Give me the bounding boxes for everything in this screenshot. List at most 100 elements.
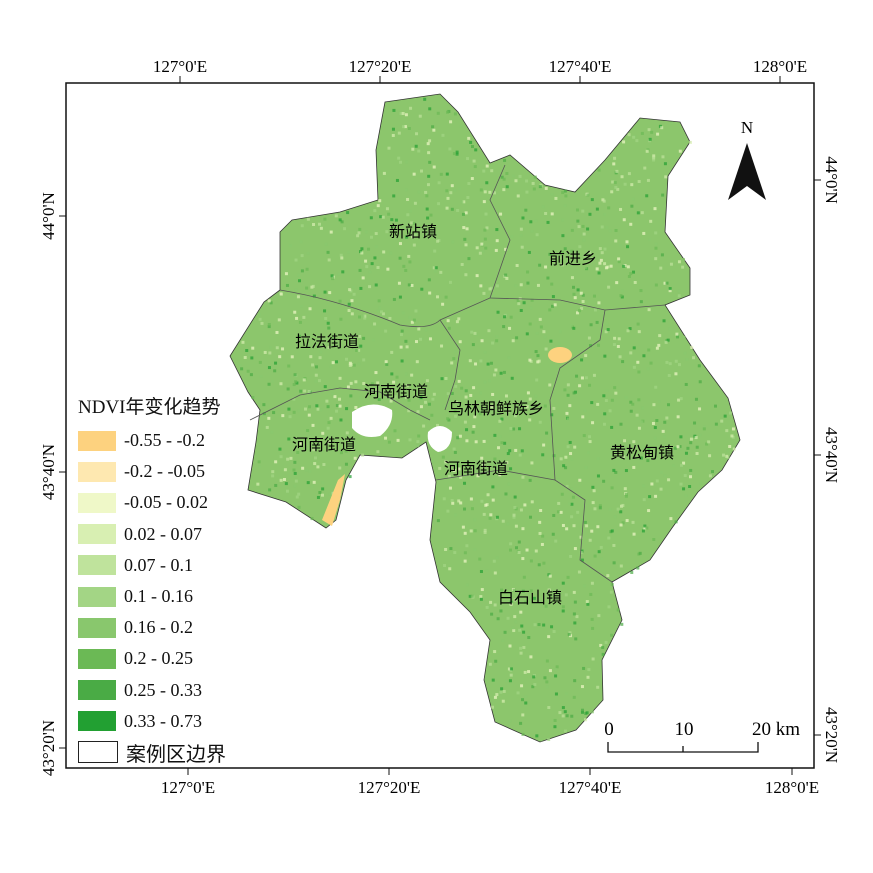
ndvi-pixel bbox=[512, 515, 516, 519]
ndvi-pixel bbox=[591, 626, 595, 630]
ndvi-pixel bbox=[673, 446, 677, 450]
ndvi-pixel bbox=[348, 361, 352, 365]
ndvi-pixel bbox=[522, 630, 526, 634]
ndvi-pixel bbox=[620, 175, 624, 179]
ndvi-pixel bbox=[710, 470, 714, 474]
ndvi-pixel bbox=[586, 193, 590, 197]
ndvi-pixel bbox=[491, 207, 495, 211]
ndvi-pixel bbox=[561, 218, 565, 222]
ndvi-pixel bbox=[318, 222, 322, 226]
ndvi-pixel bbox=[321, 481, 325, 485]
ndvi-pixel bbox=[589, 344, 593, 348]
ndvi-pixel bbox=[542, 561, 546, 565]
ndvi-pixel bbox=[570, 487, 574, 491]
ndvi-pixel bbox=[258, 312, 262, 316]
ndvi-pixel bbox=[398, 256, 402, 260]
ndvi-pixel bbox=[659, 487, 663, 491]
ndvi-pixel bbox=[582, 666, 586, 670]
ndvi-pixel bbox=[359, 396, 363, 400]
ndvi-pixel bbox=[521, 557, 525, 561]
ndvi-pixel bbox=[524, 701, 528, 705]
ndvi-pixel bbox=[604, 640, 608, 644]
ndvi-pixel bbox=[561, 706, 565, 710]
ndvi-pixel bbox=[582, 232, 586, 236]
study-area bbox=[229, 93, 741, 743]
legend-swatch bbox=[78, 680, 116, 701]
ndvi-pixel bbox=[504, 247, 508, 251]
ndvi-pixel bbox=[495, 693, 499, 697]
ndvi-pixel bbox=[340, 256, 344, 260]
ndvi-pixel bbox=[294, 502, 298, 506]
ndvi-pixel bbox=[725, 429, 729, 433]
ndvi-pixel bbox=[621, 360, 625, 364]
ndvi-pixel bbox=[482, 462, 486, 466]
ndvi-pixel bbox=[246, 369, 250, 373]
ndvi-pixel bbox=[415, 360, 419, 364]
ndvi-pixel bbox=[464, 273, 468, 277]
ndvi-pixel bbox=[465, 583, 469, 587]
ndvi-pixel bbox=[389, 399, 393, 403]
ndvi-pixel bbox=[360, 251, 364, 255]
ndvi-pixel bbox=[508, 326, 512, 330]
ndvi-pixel bbox=[521, 589, 525, 593]
ndvi-pixel bbox=[547, 706, 551, 710]
ndvi-pixel bbox=[305, 468, 309, 472]
ndvi-pixel bbox=[408, 260, 412, 264]
ndvi-pixel bbox=[524, 600, 528, 604]
ndvi-pixel bbox=[636, 417, 640, 421]
ndvi-pixel bbox=[374, 371, 378, 375]
ndvi-pixel bbox=[541, 453, 545, 457]
ndvi-pixel bbox=[643, 524, 647, 528]
ndvi-pixel bbox=[527, 250, 531, 254]
ndvi-pixel bbox=[329, 230, 333, 234]
ndvi-pixel bbox=[402, 264, 406, 268]
ndvi-pixel bbox=[484, 677, 488, 681]
ndvi-pixel bbox=[573, 445, 577, 449]
ndvi-pixel bbox=[529, 589, 533, 593]
ndvi-pixel bbox=[552, 630, 556, 634]
ndvi-pixel bbox=[357, 348, 361, 352]
ndvi-pixel bbox=[275, 330, 279, 334]
ndvi-pixel bbox=[347, 250, 351, 254]
ndvi-pixel bbox=[407, 409, 411, 413]
ndvi-pixel bbox=[641, 445, 645, 449]
ndvi-pixel bbox=[618, 244, 622, 248]
ndvi-pixel bbox=[504, 273, 508, 277]
ndvi-pixel bbox=[513, 598, 517, 602]
ndvi-pixel bbox=[600, 225, 604, 229]
ndvi-pixel bbox=[329, 365, 333, 369]
ndvi-pixel bbox=[403, 125, 407, 129]
ndvi-pixel bbox=[381, 312, 385, 316]
ndvi-pixel bbox=[526, 281, 530, 285]
ndvi-pixel bbox=[669, 517, 673, 521]
ndvi-pixel bbox=[328, 492, 332, 496]
ndvi-pixel bbox=[619, 294, 623, 298]
region-label: 河南街道 bbox=[292, 436, 356, 454]
ndvi-pixel bbox=[624, 396, 628, 400]
ndvi-pixel bbox=[544, 186, 548, 190]
ndvi-pixel bbox=[353, 456, 357, 460]
ndvi-pixel bbox=[495, 228, 499, 232]
ndvi-pixel bbox=[453, 409, 457, 413]
ndvi-pixel bbox=[467, 257, 471, 261]
ndvi-pixel bbox=[519, 721, 523, 725]
ndvi-pixel bbox=[424, 231, 428, 235]
ndvi-pixel bbox=[627, 133, 631, 137]
ndvi-pixel bbox=[536, 354, 540, 358]
ndvi-pixel bbox=[599, 545, 603, 549]
ndvi-pixel bbox=[610, 425, 614, 429]
region-label: 新站镇 bbox=[389, 223, 437, 241]
ndvi-pixel bbox=[268, 488, 272, 492]
ndvi-pixel bbox=[636, 211, 640, 215]
ndvi-pixel bbox=[249, 373, 253, 377]
ndvi-pixel bbox=[464, 243, 468, 247]
ndvi-pixel bbox=[404, 339, 408, 343]
ndvi-pixel bbox=[498, 473, 502, 477]
ndvi-pixel bbox=[591, 421, 595, 425]
ndvi-pixel bbox=[591, 501, 595, 505]
ndvi-pixel bbox=[590, 401, 594, 405]
ndvi-pixel bbox=[294, 258, 298, 262]
ndvi-pixel bbox=[603, 262, 607, 266]
ndvi-pixel bbox=[296, 450, 300, 454]
ndvi-pixel bbox=[407, 127, 411, 131]
